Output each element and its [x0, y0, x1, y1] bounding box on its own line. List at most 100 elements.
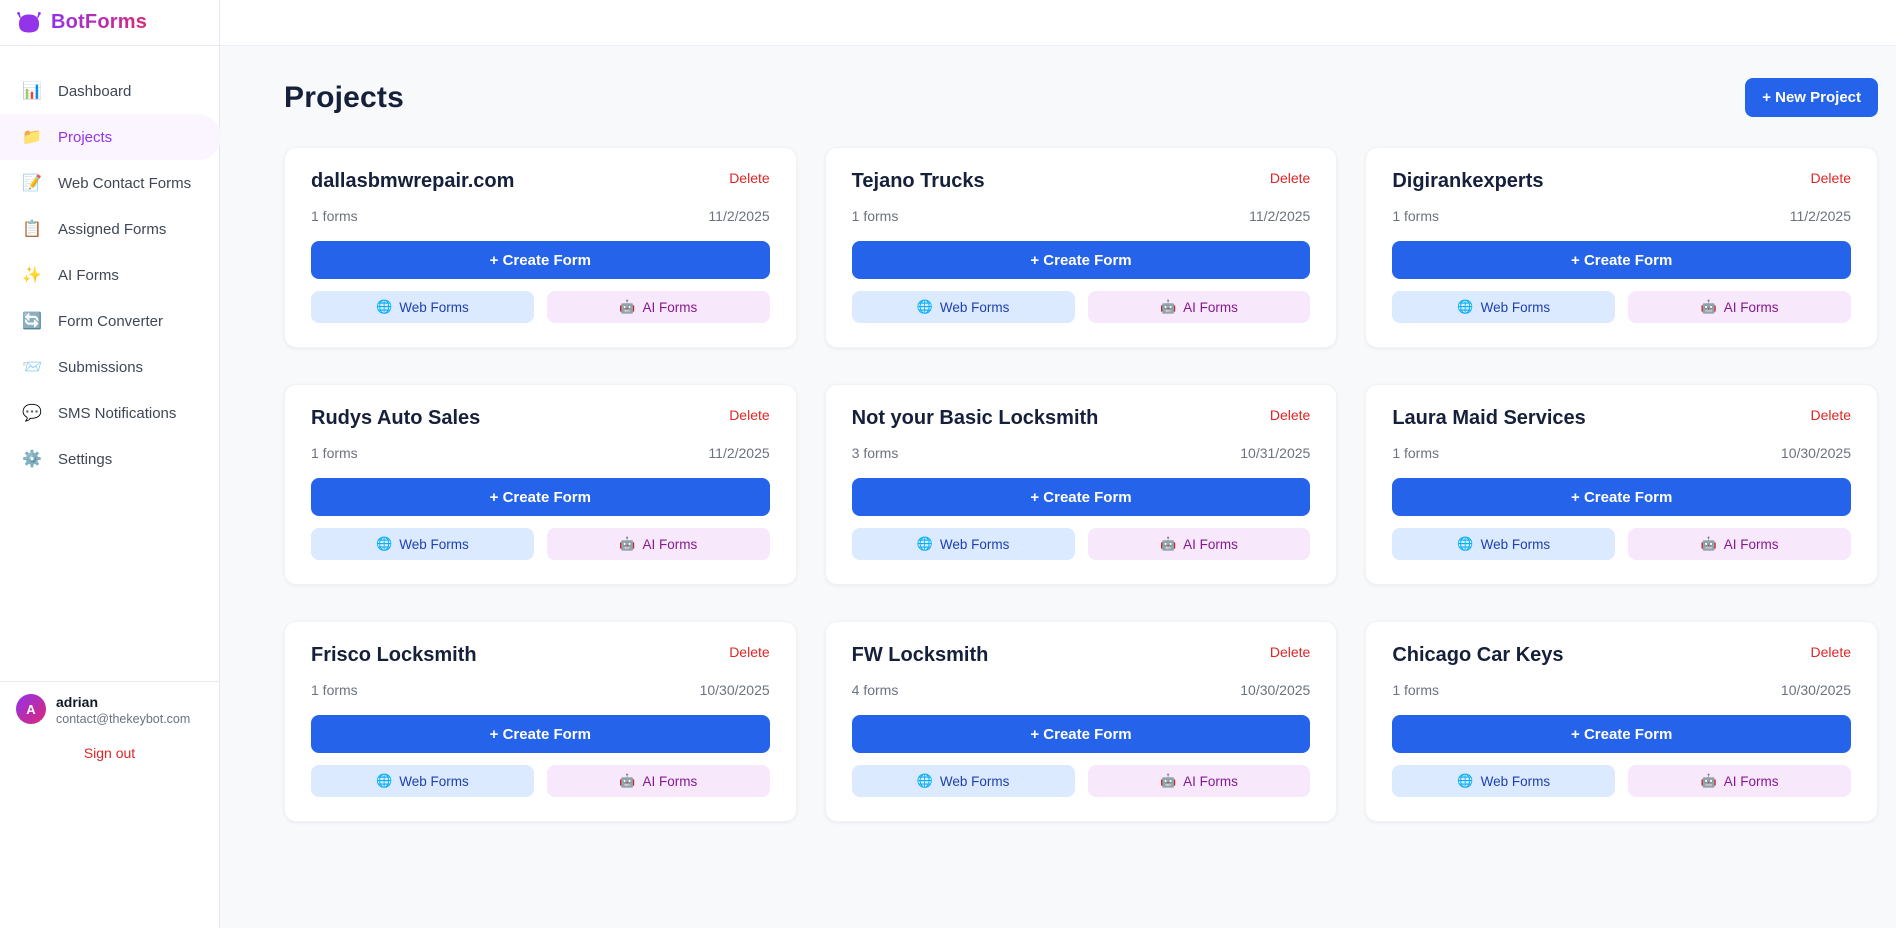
sidebar-item-label: AI Forms — [58, 266, 119, 284]
globe-icon: 🌐 — [1457, 536, 1474, 551]
delete-project-button[interactable]: Delete — [729, 644, 770, 660]
web-forms-button[interactable]: 🌐 Web Forms — [311, 528, 534, 560]
project-name: Digirankexperts — [1392, 170, 1544, 192]
ai-forms-button[interactable]: 🤖 AI Forms — [1087, 291, 1311, 323]
dashboard-icon: 📊 — [22, 83, 42, 100]
ai-forms-button[interactable]: 🤖 AI Forms — [546, 291, 770, 323]
create-form-button[interactable]: + Create Form — [311, 715, 770, 753]
web-forms-button[interactable]: 🌐 Web Forms — [1392, 291, 1616, 323]
delete-project-button[interactable]: Delete — [1269, 644, 1311, 660]
create-form-button[interactable]: + Create Form — [851, 715, 1311, 753]
globe-icon: 🌐 — [1457, 773, 1474, 788]
delete-project-button[interactable]: Delete — [1810, 407, 1851, 423]
create-form-button[interactable]: + Create Form — [1392, 241, 1851, 279]
web-forms-button[interactable]: 🌐 Web Forms — [311, 291, 534, 323]
robot-icon — [17, 11, 41, 32]
project-date: 11/2/2025 — [708, 445, 770, 461]
sidebar-item-dashboard[interactable]: 📊 Dashboard — [0, 68, 221, 114]
create-form-button[interactable]: + Create Form — [1392, 715, 1851, 753]
robot-face-icon: 🤖 — [1159, 536, 1177, 551]
project-date: 11/2/2025 — [708, 208, 770, 224]
web-forms-button[interactable]: 🌐 Web Forms — [851, 291, 1075, 323]
globe-icon: 🌐 — [916, 773, 933, 788]
sidebar-nav: 📊 Dashboard 📁 Projects 📝 Web Contact For… — [0, 68, 221, 482]
sidebar-item-form-converter[interactable]: 🔄 Form Converter — [0, 298, 221, 344]
project-card: Digirankexperts Delete 1 forms 11/2/2025… — [1365, 147, 1878, 348]
ai-forms-button[interactable]: 🤖 AI Forms — [1628, 291, 1852, 323]
project-forms-count: 1 forms — [1392, 208, 1440, 224]
project-date: 10/31/2025 — [1240, 445, 1311, 461]
project-name: Chicago Car Keys — [1392, 644, 1564, 666]
sidebar-item-label: Assigned Forms — [58, 220, 167, 238]
content-header: Projects + New Project — [284, 78, 1878, 117]
delete-project-button[interactable]: Delete — [729, 407, 770, 423]
robot-face-icon: 🤖 — [1700, 773, 1717, 788]
user-info: A adrian contact@thekeybot.com — [16, 694, 203, 727]
sidebar-item-label: Dashboard — [58, 82, 132, 100]
project-date: 10/30/2025 — [1240, 682, 1311, 698]
create-form-button[interactable]: + Create Form — [851, 478, 1311, 516]
ai-forms-button[interactable]: 🤖 AI Forms — [1628, 528, 1852, 560]
top-bar — [220, 0, 1896, 46]
sidebar-item-label: Settings — [58, 450, 113, 468]
ai-forms-button[interactable]: 🤖 AI Forms — [546, 528, 770, 560]
web-forms-button[interactable]: 🌐 Web Forms — [311, 765, 534, 797]
sidebar-item-assigned-forms[interactable]: 📋 Assigned Forms — [0, 206, 221, 252]
project-forms-count: 1 forms — [1392, 682, 1440, 698]
delete-project-button[interactable]: Delete — [1810, 644, 1851, 660]
project-forms-count: 1 forms — [311, 682, 358, 698]
project-name: Laura Maid Services — [1392, 407, 1586, 429]
robot-face-icon: 🤖 — [619, 299, 636, 314]
project-date: 11/2/2025 — [1789, 208, 1851, 224]
project-forms-count: 3 forms — [851, 445, 899, 461]
ai-forms-icon: ✨ — [22, 267, 42, 284]
delete-project-button[interactable]: Delete — [729, 170, 770, 186]
projects-icon: 📁 — [22, 129, 42, 146]
ai-forms-button[interactable]: 🤖 AI Forms — [1087, 765, 1311, 797]
project-card: Rudys Auto Sales Delete 1 forms 11/2/202… — [284, 384, 797, 585]
sidebar-item-submissions[interactable]: 📨 Submissions — [0, 344, 221, 390]
sign-out-button[interactable]: Sign out — [83, 745, 136, 761]
delete-project-button[interactable]: Delete — [1269, 407, 1311, 423]
globe-icon: 🌐 — [916, 299, 933, 314]
create-form-button[interactable]: + Create Form — [1392, 478, 1851, 516]
create-form-button[interactable]: + Create Form — [311, 478, 770, 516]
new-project-button[interactable]: + New Project — [1745, 78, 1878, 117]
settings-icon: ⚙️ — [22, 451, 42, 468]
web-forms-button[interactable]: 🌐 Web Forms — [851, 528, 1075, 560]
web-forms-button[interactable]: 🌐 Web Forms — [851, 765, 1075, 797]
project-card: Chicago Car Keys Delete 1 forms 10/30/20… — [1365, 621, 1878, 822]
delete-project-button[interactable]: Delete — [1269, 170, 1311, 186]
sidebar-item-sms-notifications[interactable]: 💬 SMS Notifications — [0, 390, 221, 436]
sidebar-item-label: Web Contact Forms — [58, 174, 192, 192]
ai-forms-button[interactable]: 🤖 AI Forms — [1087, 528, 1311, 560]
sidebar-item-settings[interactable]: ⚙️ Settings — [0, 436, 221, 482]
sidebar-item-projects[interactable]: 📁 Projects — [0, 114, 221, 160]
user-email: contact@thekeybot.com — [56, 712, 191, 726]
robot-face-icon: 🤖 — [619, 536, 636, 551]
ai-forms-button[interactable]: 🤖 AI Forms — [1628, 765, 1852, 797]
delete-project-button[interactable]: Delete — [1810, 170, 1851, 186]
sidebar-item-ai-forms[interactable]: ✨ AI Forms — [0, 252, 221, 298]
project-name: Rudys Auto Sales — [311, 407, 481, 429]
main-area: Projects + New Project dallasbmwrepair.c… — [220, 0, 1896, 928]
robot-face-icon: 🤖 — [1159, 773, 1177, 788]
project-date: 10/30/2025 — [1780, 445, 1851, 461]
web-forms-button[interactable]: 🌐 Web Forms — [1392, 765, 1616, 797]
create-form-button[interactable]: + Create Form — [851, 241, 1311, 279]
project-name: dallasbmwrepair.com — [311, 170, 515, 192]
web-contact-forms-icon: 📝 — [22, 175, 42, 192]
web-forms-button[interactable]: 🌐 Web Forms — [1392, 528, 1616, 560]
robot-face-icon: 🤖 — [1159, 299, 1177, 314]
content-area: Projects + New Project dallasbmwrepair.c… — [220, 46, 1896, 928]
project-name: Not your Basic Locksmith — [851, 407, 1099, 429]
sidebar-item-label: Submissions — [58, 358, 144, 376]
globe-icon: 🌐 — [376, 299, 393, 314]
create-form-button[interactable]: + Create Form — [311, 241, 770, 279]
project-name: Tejano Trucks — [851, 170, 985, 192]
robot-face-icon: 🤖 — [619, 773, 636, 788]
ai-forms-button[interactable]: 🤖 AI Forms — [546, 765, 770, 797]
project-forms-count: 1 forms — [1392, 445, 1440, 461]
project-card: Frisco Locksmith Delete 1 forms 10/30/20… — [284, 621, 797, 822]
sidebar-item-web-contact-forms[interactable]: 📝 Web Contact Forms — [0, 160, 221, 206]
